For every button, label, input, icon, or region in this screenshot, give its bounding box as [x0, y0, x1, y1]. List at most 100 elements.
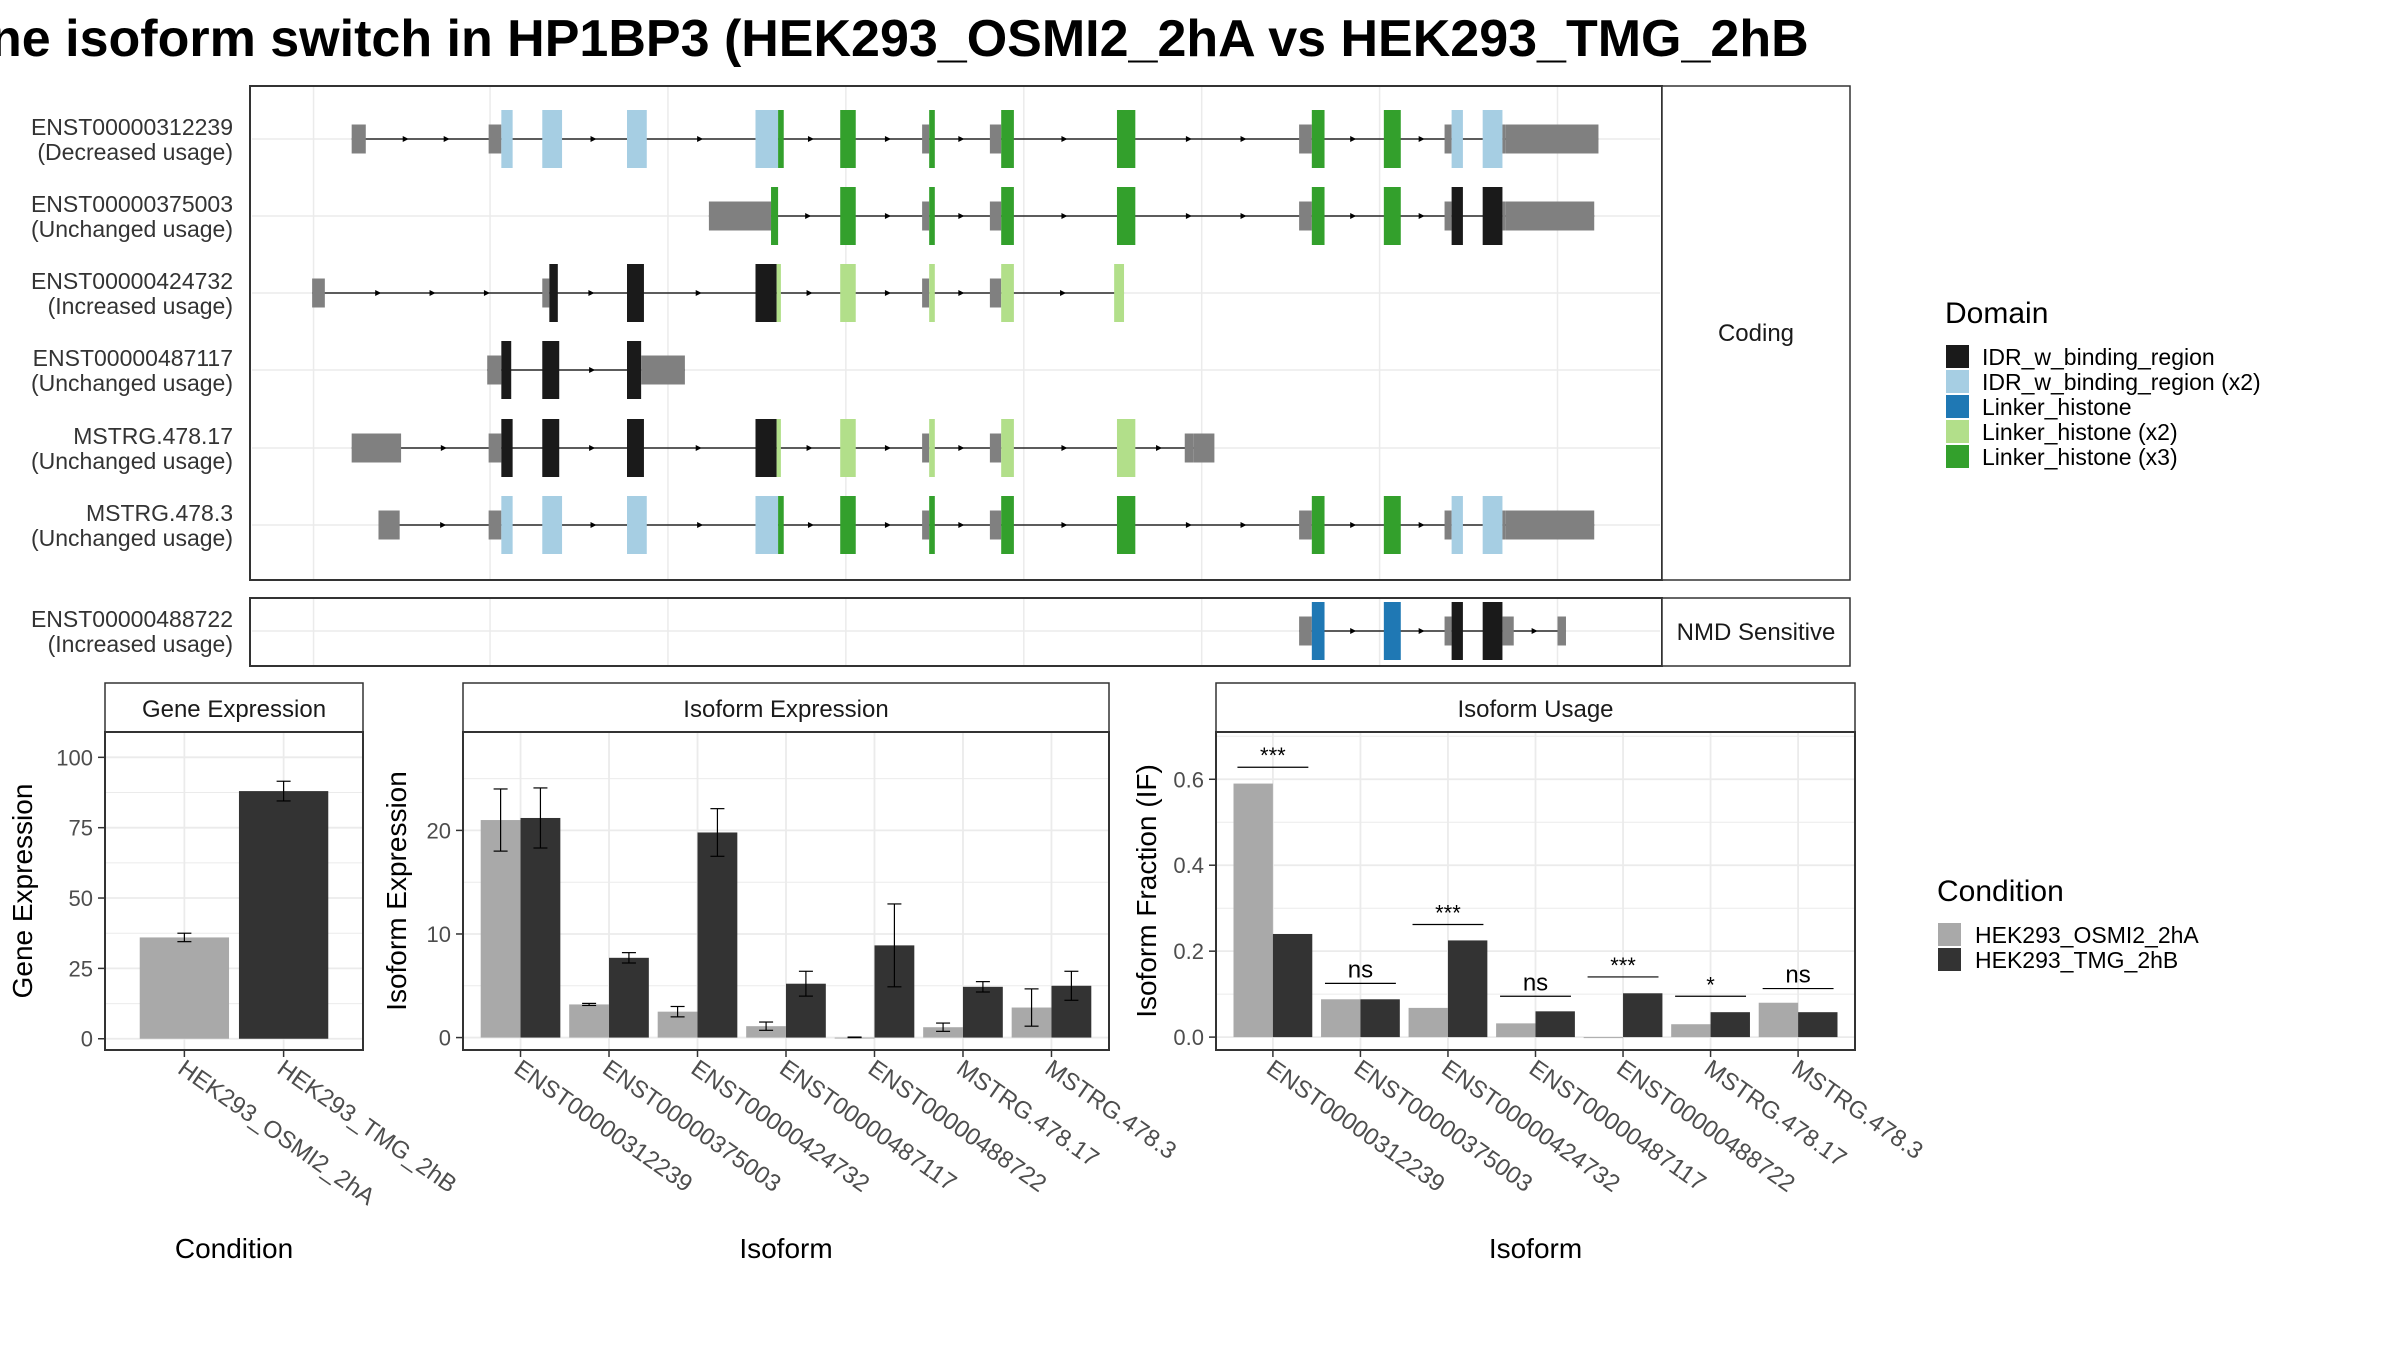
error-bar — [887, 903, 902, 988]
intron-direction-arrow — [1350, 522, 1357, 528]
utr-exon — [1505, 124, 1599, 154]
y-tick-label: 0 — [81, 1027, 93, 1052]
intron-direction-arrow — [440, 445, 447, 451]
intron-direction-arrow — [483, 290, 490, 296]
intron-direction-arrow — [1240, 136, 1247, 142]
intron-direction-arrow — [1418, 213, 1425, 219]
domain-legend: Domain IDR_w_binding_regionIDR_w_binding_… — [1945, 297, 2261, 470]
intron-direction-arrow — [1350, 136, 1357, 142]
y-tick-label: 75 — [69, 816, 93, 841]
isoform-id-label: ENST00000424732 — [31, 268, 233, 294]
bar-hek293-tmg-2hb-enst00000488722 — [1623, 993, 1663, 1038]
significance-annotation: ns — [1324, 956, 1396, 984]
bar-hek293-osmi2-2ha-enst00000487117 — [1496, 1023, 1536, 1038]
legend-swatch — [1946, 370, 1969, 393]
bar-hek293-tmg-2hb-mstrg-478-17 — [962, 986, 1003, 1038]
legend-item-linker-histone: Linker_histone — [1946, 394, 2132, 420]
error-bar — [798, 970, 813, 997]
legend-swatch — [1946, 395, 1969, 418]
domain-exon-idr-w-binding-region — [755, 264, 777, 322]
isoform-label-mstrg-478-17: MSTRG.478.17(Unchanged usage) — [31, 423, 233, 474]
domain-exon-linker-histone-x3 — [1311, 187, 1325, 245]
isoform-usage-label: (Increased usage) — [48, 293, 233, 319]
legend-label: Linker_histone (x2) — [1982, 419, 2178, 445]
bar-hek293-tmg-2hb-mstrg-478-3 — [1798, 1012, 1838, 1038]
significance-annotation: *** — [1412, 901, 1484, 926]
intron-direction-arrow — [375, 290, 382, 296]
domain-exon-linker-histone-x3 — [1001, 187, 1014, 245]
legend-swatch — [1946, 345, 1969, 368]
domain-exon-linker-histone-x3 — [840, 187, 856, 245]
legend-swatch — [1938, 923, 1961, 946]
isoform-row-enst00000375003 — [252, 187, 1660, 245]
domain-exon-idr-w-binding-region-x2 — [627, 110, 647, 168]
intron-direction-arrow — [884, 136, 891, 142]
utr-exon — [378, 510, 400, 540]
nmd-strip-label: NMD Sensitive — [1677, 619, 1836, 646]
y-tick-label: 25 — [69, 956, 93, 981]
intron-direction-arrow — [443, 136, 450, 142]
error-bar — [493, 788, 508, 852]
x-axis-title: Isoform — [739, 1233, 832, 1264]
legend-label: Linker_histone (x3) — [1982, 444, 2178, 470]
domain-exon-linker-histone-x2 — [840, 419, 856, 477]
y-tick-label: 0 — [439, 1026, 451, 1051]
significance-label: ns — [1348, 956, 1373, 983]
intron-direction-arrow — [402, 136, 409, 142]
intron-direction-arrow — [588, 290, 595, 296]
domain-exon-idr-w-binding-region-x2 — [1482, 110, 1503, 168]
intron-direction-arrow — [807, 136, 814, 142]
intron-direction-arrow — [1531, 628, 1538, 634]
panel-background — [250, 86, 1662, 580]
domain-exon-idr-w-binding-region-x2 — [627, 496, 647, 554]
bar-hek293-osmi2-2ha — [139, 937, 230, 1039]
isoform-label-mstrg-478-3: MSTRG.478.3(Unchanged usage) — [31, 500, 233, 551]
domain-exon-idr-w-binding-region — [1451, 602, 1463, 660]
chart-isoform-expression: Isoform Expression01020ENST00000312239EN… — [381, 682, 1181, 1264]
chart-title: Isoform Usage — [1457, 696, 1613, 723]
intron-direction-arrow — [807, 522, 814, 528]
legend-label: IDR_w_binding_region — [1982, 344, 2215, 370]
domain-exon-idr-w-binding-region-x2 — [542, 110, 563, 168]
isoform-usage-label: (Increased usage) — [48, 631, 233, 657]
significance-annotation: *** — [1237, 743, 1309, 768]
utr-exon — [922, 510, 930, 540]
significance-label: ns — [1785, 962, 1810, 989]
intron-direction-arrow — [697, 522, 704, 528]
intron-direction-arrow — [1418, 136, 1425, 142]
isoform-id-label: MSTRG.478.17 — [73, 423, 233, 449]
chart-title: Gene Expression — [142, 696, 326, 723]
legend-item-linker-histone-x2: Linker_histone (x2) — [1946, 419, 2178, 445]
legend-title: Condition — [1937, 875, 2064, 908]
y-tick-label: 20 — [427, 818, 451, 843]
intron-direction-arrow — [1061, 213, 1068, 219]
significance-annotation: ns — [1500, 969, 1571, 997]
domain-exon-linker-histone-x2 — [929, 419, 935, 477]
intron-direction-arrow — [958, 213, 965, 219]
bar-hek293-osmi2-2ha-enst00000312239 — [1233, 783, 1273, 1038]
chart-isoform-usage: Isoform Usage***ns***ns**** ns0.00.20.40.… — [1131, 682, 1928, 1264]
intron-direction-arrow — [1061, 522, 1068, 528]
x-tick-label: HEK293_TMG_2hB — [272, 1055, 461, 1199]
domain-exon-idr-w-binding-region-x2 — [501, 110, 513, 168]
intron-direction-arrow — [806, 445, 813, 451]
legend-label: Linker_histone — [1982, 394, 2132, 420]
bar-hek293-osmi2-2ha-enst00000375003 — [569, 1004, 610, 1038]
utr-exon — [488, 510, 502, 540]
isoform-row-enst00000487117 — [252, 341, 1660, 399]
error-bar — [276, 780, 291, 802]
intron-direction-arrow — [1240, 522, 1247, 528]
utr-exon — [487, 355, 502, 385]
isoform-label-enst00000312239: ENST00000312239(Decreased usage) — [31, 114, 233, 165]
intron-direction-arrow — [1350, 213, 1357, 219]
facet-strip — [104, 682, 364, 733]
utr-exon — [1557, 616, 1566, 646]
legend-label: HEK293_OSMI2_2hA — [1975, 922, 2199, 948]
utr-exon — [1299, 616, 1312, 646]
domain-exon-linker-histone-x2 — [1114, 264, 1125, 322]
intron-direction-arrow — [1060, 290, 1067, 296]
intron-direction-arrow — [695, 445, 702, 451]
legend-swatch — [1938, 948, 1961, 971]
